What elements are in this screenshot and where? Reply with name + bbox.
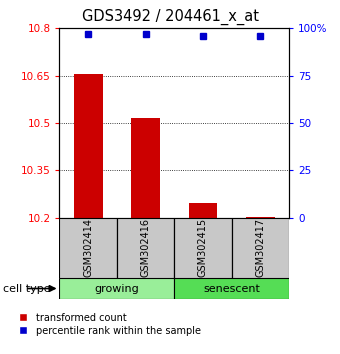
Bar	[174, 218, 232, 278]
Bar	[131, 118, 160, 218]
Text: GSM302414: GSM302414	[83, 218, 93, 277]
Text: GSM302416: GSM302416	[140, 218, 151, 277]
Bar	[189, 202, 217, 218]
Text: GDS3492 / 204461_x_at: GDS3492 / 204461_x_at	[82, 9, 258, 25]
Text: GSM302415: GSM302415	[198, 218, 208, 278]
Bar	[59, 278, 174, 299]
Text: GSM302417: GSM302417	[255, 218, 265, 278]
Bar	[59, 218, 117, 278]
Bar	[174, 278, 289, 299]
Text: cell type: cell type	[3, 284, 51, 294]
Text: growing: growing	[95, 284, 139, 293]
Bar	[246, 217, 275, 218]
Legend: transformed count, percentile rank within the sample: transformed count, percentile rank withi…	[18, 313, 201, 336]
Text: senescent: senescent	[203, 284, 260, 293]
Bar	[232, 218, 289, 278]
Bar	[117, 218, 174, 278]
Bar	[74, 74, 103, 218]
